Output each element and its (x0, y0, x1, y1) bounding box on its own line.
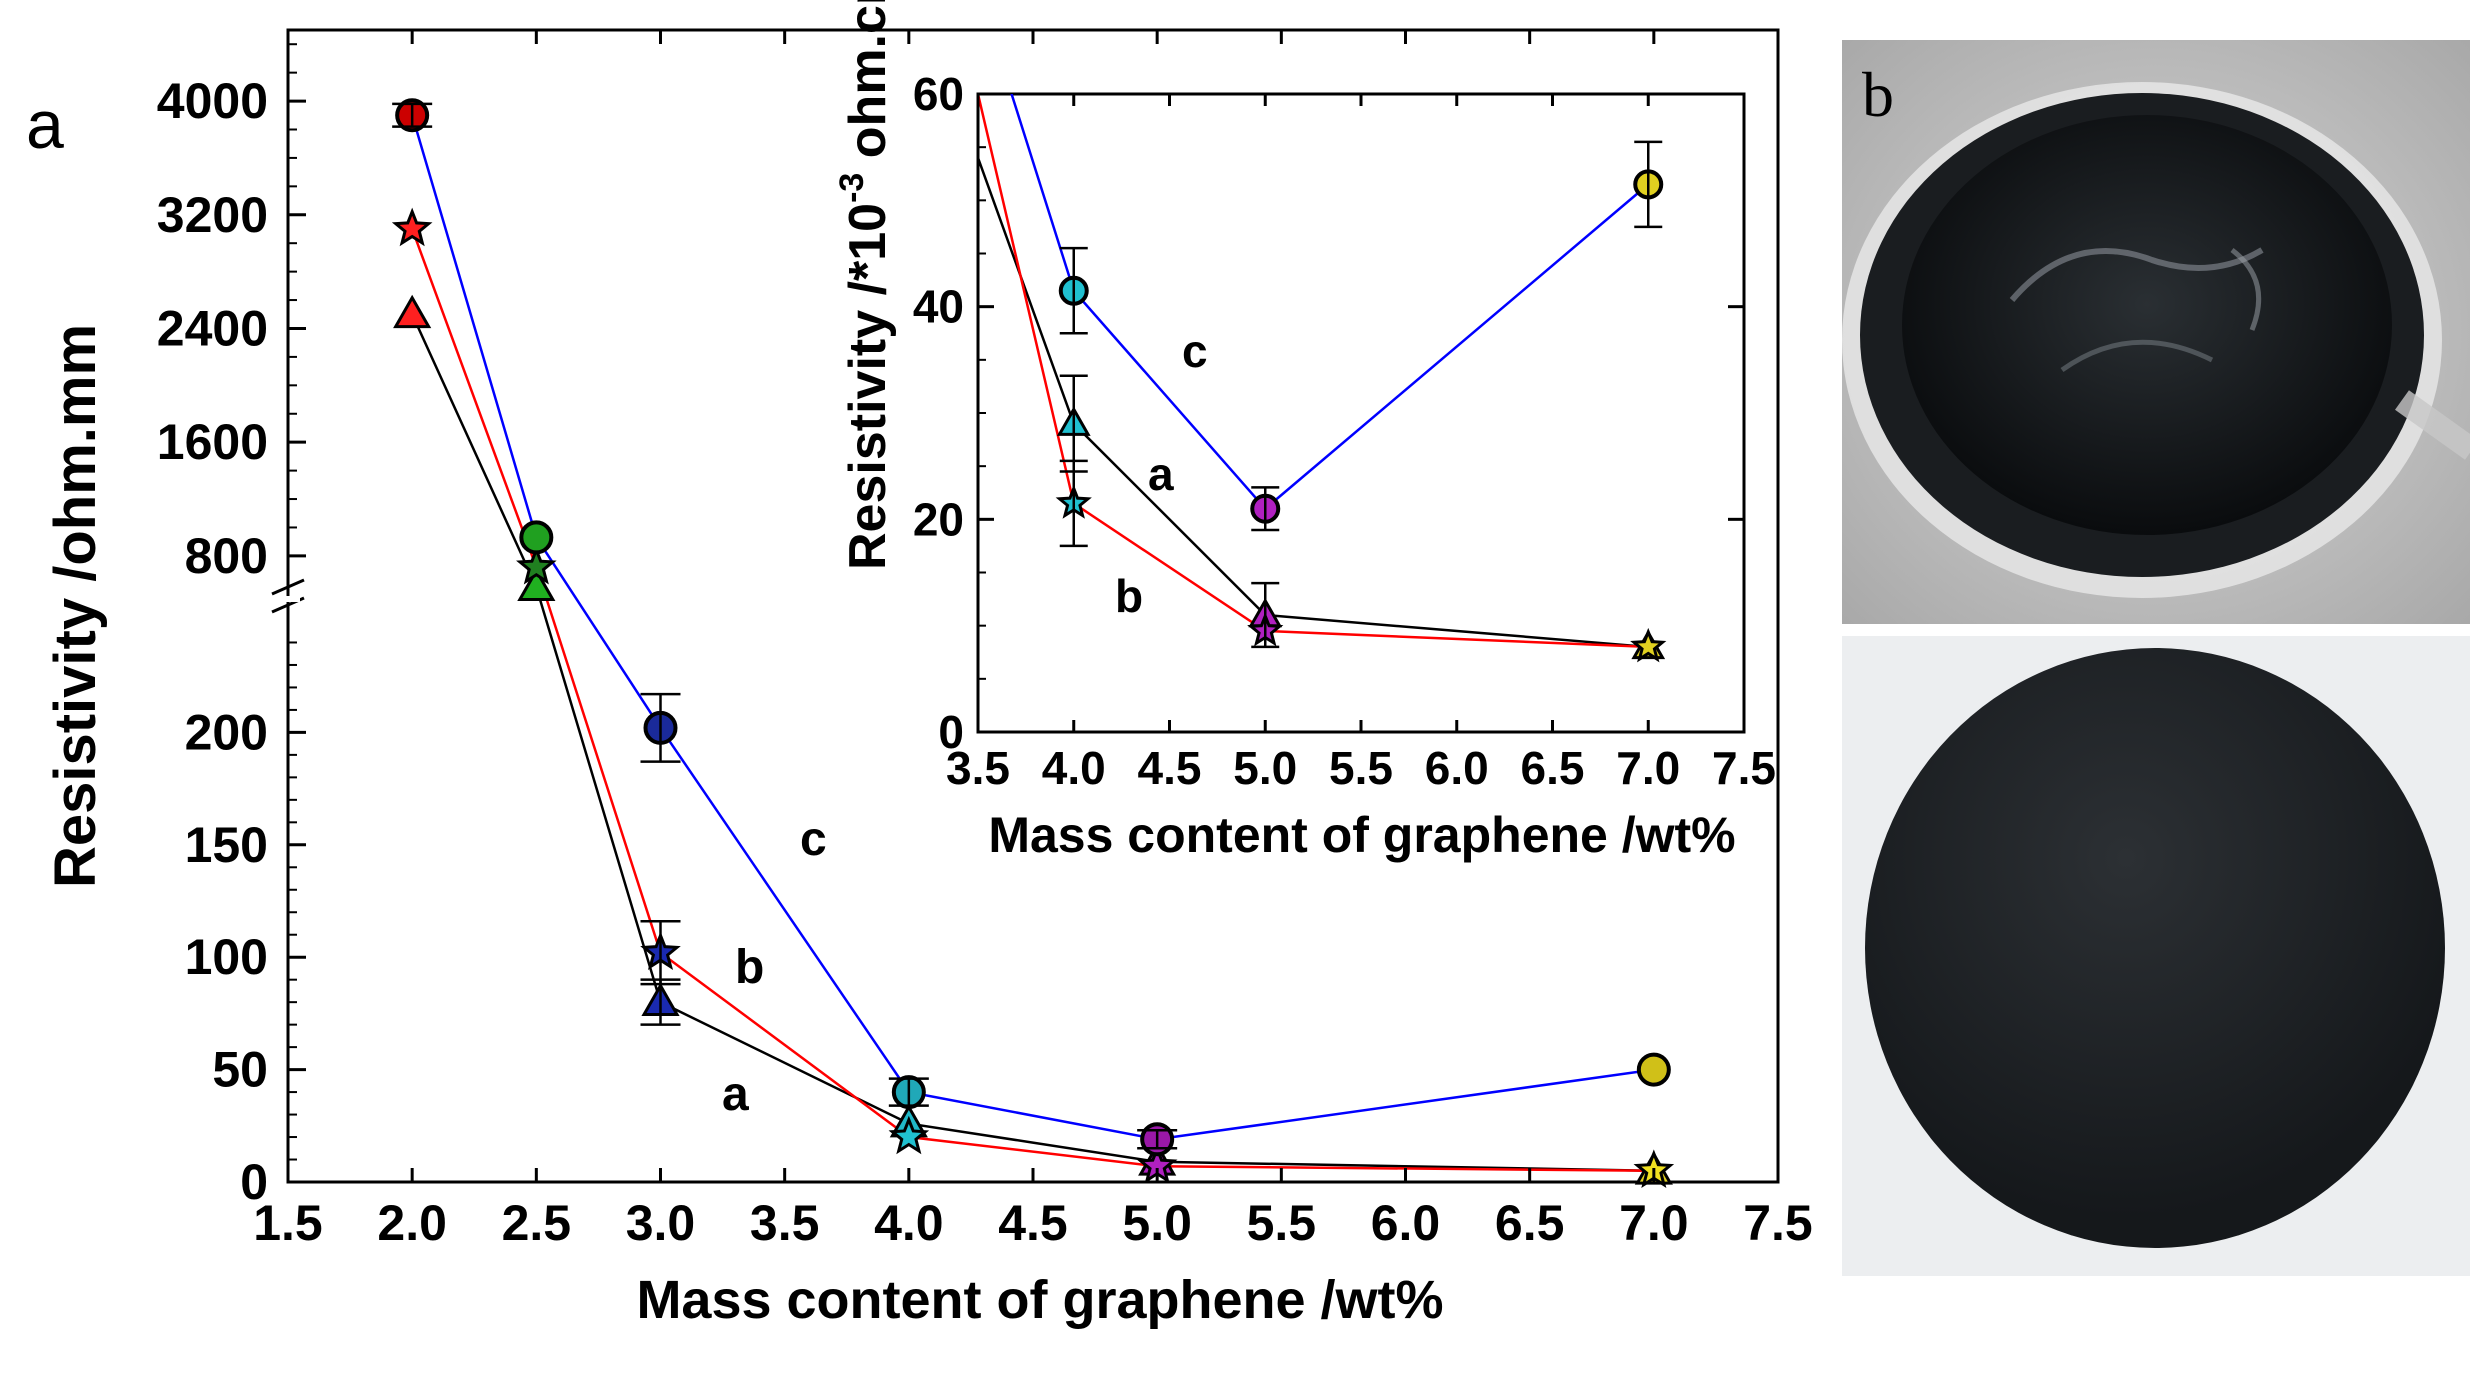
main-point-c (1636, 1052, 1671, 1087)
inset-y-axis-sup: -3 (833, 173, 871, 203)
inset-x-tick-label: 6.5 (1521, 742, 1585, 794)
main-x-tick-label: 7.5 (1743, 1195, 1813, 1251)
inset-x-tick-label: 5.0 (1233, 742, 1297, 794)
series-label-c: c (800, 813, 827, 866)
main-point-b (391, 207, 433, 247)
inset-point-b (1630, 627, 1667, 663)
main-y-tick-label: 150 (185, 817, 268, 873)
inset-x-tick-label: 4.0 (1042, 742, 1106, 794)
photo-beaker (1842, 40, 2470, 624)
main-y-tick-label: 50 (212, 1042, 268, 1098)
main-y-tick-label: 0 (240, 1154, 268, 1210)
main-y-tick-label: 800 (185, 528, 268, 584)
inset-plot-frame (976, 92, 1746, 734)
main-chart: 1.5 2.0 2.5 3.0 3.5 4.0 4.5 5.0 5.5 6.0 6.5 7.0 7.5 0… (43, 28, 1813, 1330)
panel-label-a: a (26, 87, 64, 163)
photo-disc (1842, 636, 2470, 1276)
inset-x-tick-label: 4.5 (1138, 742, 1202, 794)
main-y-tick-label: 200 (185, 704, 268, 760)
inset-y-tick-label: 0 (938, 706, 964, 758)
inset-chart: 3.5 4.0 4.5 5.0 5.5 6.0 6.5 7.0 7.5 0 20 40 60 Mass … (833, 0, 1776, 863)
panel-label-b: b (1862, 59, 1894, 130)
main-x-tick-label: 4.5 (998, 1195, 1068, 1251)
main-x-tick-label: 6.0 (1371, 1195, 1441, 1251)
inset-x-tick-label: 3.5 (946, 742, 1010, 794)
inset-series-label-c: c (1182, 325, 1208, 377)
main-y-tick-label: 2400 (157, 300, 268, 356)
series-label-b: b (735, 941, 764, 994)
main-y-tick-label: 100 (185, 929, 268, 985)
main-x-tick-label: 1.5 (253, 1195, 323, 1251)
main-x-tick-label: 7.0 (1619, 1195, 1689, 1251)
inset-y-axis-title: Resistivity /*10-3 ohm.cm (833, 0, 897, 570)
main-point-b (516, 545, 557, 585)
main-x-tick-label: 2.5 (502, 1195, 572, 1251)
main-point-c (519, 520, 554, 555)
inset-x-tick-label: 5.5 (1329, 742, 1393, 794)
inset-series-line-b (978, 94, 1649, 649)
inset-series-line-a (978, 157, 1649, 649)
main-y-axis-title: Resistivity /ohm.mm (43, 324, 108, 888)
main-x-axis-title: Mass content of graphene /wt% (636, 1270, 1443, 1330)
main-x-tick-label: 3.5 (750, 1195, 820, 1251)
main-x-tick-label: 5.0 (1122, 1195, 1192, 1251)
main-series-line-b (410, 228, 1654, 1173)
inset-series-label-b: b (1115, 570, 1143, 622)
main-series-line-c (410, 114, 1655, 1141)
inset-x-tick-label: 6.0 (1425, 742, 1489, 794)
main-y-tick-label: 3200 (157, 187, 268, 243)
inset-x-tick-label: 7.5 (1712, 742, 1776, 794)
inset-x-tick-label: 7.0 (1616, 742, 1680, 794)
series-label-a: a (722, 1068, 749, 1121)
inset-y-tick-label: 20 (913, 493, 964, 545)
main-x-tick-label: 3.0 (626, 1195, 696, 1251)
main-series-line-a (411, 313, 1654, 1173)
inset-x-axis-title: Mass content of graphene /wt% (988, 807, 1735, 863)
y-axis-break-mark (271, 578, 305, 614)
main-x-tick-label: 5.5 (1247, 1195, 1317, 1251)
main-y-tick-label: 4000 (157, 73, 268, 129)
main-point-a (517, 567, 556, 602)
inset-series-label-a: a (1148, 448, 1174, 500)
main-x-tick-label: 4.0 (874, 1195, 944, 1251)
inset-y-tick-label: 60 (913, 68, 964, 120)
inset-y-axis-unit: ohm.cm (839, 0, 897, 173)
main-y-tick-label: 1600 (157, 414, 268, 470)
main-point-a (393, 294, 432, 329)
inset-y-tick-label: 40 (913, 281, 964, 333)
main-point-b (888, 1115, 930, 1155)
figure-a: a 1.5 2.0 2.5 3.0 3.5 4.0 4.5 5.0 5.5 6.0 6.5 7.0 7.… (26, 0, 1813, 1330)
main-x-tick-label: 2.0 (377, 1195, 447, 1251)
main-x-tick-label: 6.5 (1495, 1195, 1565, 1251)
inset-series-line-c (1010, 94, 1650, 511)
